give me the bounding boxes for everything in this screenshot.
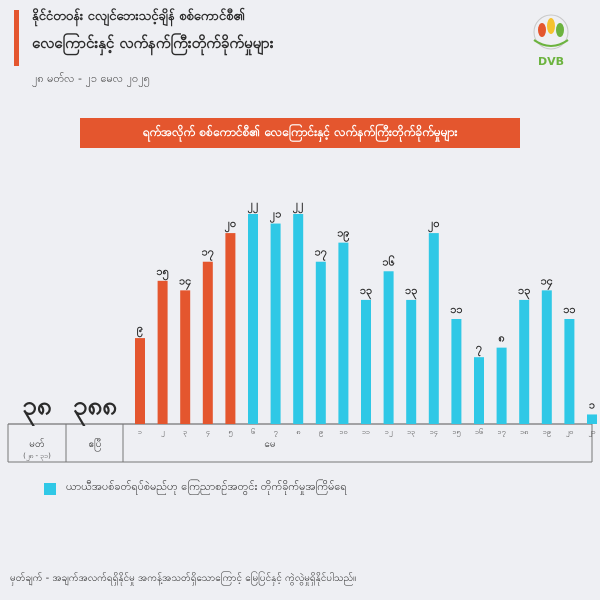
bar [474, 357, 484, 424]
bar-value-label: ၉ [137, 322, 143, 338]
bar [383, 271, 394, 424]
x-tick-label: ၁၉ [543, 428, 551, 437]
bar-value-label: ၇ [476, 341, 483, 357]
logo-text: DVB [538, 55, 564, 68]
bar-value-label: ၁၁ [450, 303, 463, 316]
header-date-range: ၂၈ မတ်လ - ၂၁ မေလ ၂၀၂၅ [32, 72, 150, 85]
period-total-label: ၃၈ [22, 391, 52, 427]
x-tick-label: ၂ [160, 428, 164, 437]
month-label: မေ [264, 439, 275, 450]
x-tick-label: ၅ [228, 428, 232, 437]
bar [293, 214, 304, 424]
x-tick-label: ၁၄ [430, 428, 438, 437]
x-tick-label: ၆ [251, 428, 255, 436]
bar [270, 223, 281, 424]
bar-value-label: ၁၅ [156, 265, 169, 281]
bar-value-label: ၂၀ [428, 217, 440, 233]
x-tick-label: ၉ [319, 428, 323, 437]
bar [428, 233, 439, 424]
period-label: ဧပြီ [88, 436, 101, 452]
bar-value-label: ၈ [498, 332, 504, 345]
bar-value-label: ၁၇ [315, 246, 328, 262]
bar [135, 338, 145, 424]
bar [564, 319, 575, 424]
x-tick-label: ၁၈ [520, 428, 528, 436]
dvb-logo: DVB [533, 14, 569, 68]
bar-value-label: ၂၀ [225, 217, 237, 233]
x-tick-label: ၃ [183, 428, 187, 437]
x-tick-label: ၁၁ [362, 428, 370, 436]
bar [315, 261, 326, 424]
bar [338, 242, 349, 424]
header-title-line1: နိုင်ငံတဝန်း ငလျင်ဘေးသင့်ချိန် စစ်ကောင်စ… [32, 9, 245, 24]
bar-value-label: ၁၆ [382, 255, 394, 268]
bar [496, 347, 507, 424]
bar [248, 214, 258, 424]
header-title-line2: လေကြောင်းနှင့် လက်နက်ကြီးတိုက်ခိုက်မှုမျ… [32, 34, 274, 52]
bar [157, 280, 168, 424]
bar [361, 299, 371, 424]
bar-value-label: ၁ [589, 398, 596, 411]
chart-banner: ရက်အလိုက် စစ်ကောင်စီ၏ လေကြောင်းနှင့် လက်… [80, 118, 520, 148]
period-label: မတ် [29, 437, 44, 450]
bar [180, 290, 191, 424]
x-tick-label: ၄ [206, 428, 210, 437]
x-tick-label: ၁၆ [475, 428, 483, 436]
bar [451, 319, 462, 424]
period-total-label: ၃၈၈ [73, 391, 117, 427]
bar [225, 233, 236, 424]
x-tick-label: ၂၁ [587, 428, 595, 437]
x-tick-label: ၁ [138, 428, 142, 436]
bar [541, 290, 552, 424]
legend-swatch-ceasefire [44, 483, 56, 495]
bar-value-label: ၁၄ [541, 274, 553, 290]
bar-value-label: ၁၃ [360, 284, 373, 300]
x-tick-label: ၁၀ [339, 428, 347, 436]
x-tick-label: ၂၀ [565, 428, 573, 437]
bar-value-label: ၂၁ [270, 208, 282, 224]
bar [202, 261, 213, 424]
bar-value-label: ၁၃ [518, 284, 531, 300]
x-tick-label: ၁၃ [407, 428, 415, 437]
x-tick-label: ၇ [274, 428, 278, 437]
bar-value-label: ၁၉ [337, 227, 349, 243]
bar-value-label: ၁၁ [563, 303, 576, 316]
bar-value-label: ၁၃ [405, 284, 418, 300]
x-tick-label: ၁၂ [385, 428, 392, 437]
footnote: မှတ်ချက် - အချက်အလက်ရရှိနိုင်မှု အကန့်အသ… [10, 573, 357, 584]
header-accent-bar [14, 10, 19, 66]
bar [406, 299, 417, 424]
x-tick-label: ၁၅ [452, 428, 460, 437]
bar [587, 414, 597, 424]
bar-value-label: ၂၂ [293, 198, 304, 214]
period-note: (၂၈ - ၃၁) [23, 452, 51, 461]
bar [519, 299, 530, 424]
bar-value-label: ၂၂ [248, 198, 259, 214]
x-tick-label: ၈ [296, 428, 300, 436]
legend-label-ceasefire: ယာယီအပစ်ခတ်ရပ်စဲမည်ဟု ကြေညာစဉ်အတွင်း တို… [66, 480, 347, 493]
x-tick-label: ၁၇ [498, 428, 506, 437]
bar-value-label: ၁၇ [202, 246, 215, 262]
bar-value-label: ၁၄ [179, 274, 191, 290]
